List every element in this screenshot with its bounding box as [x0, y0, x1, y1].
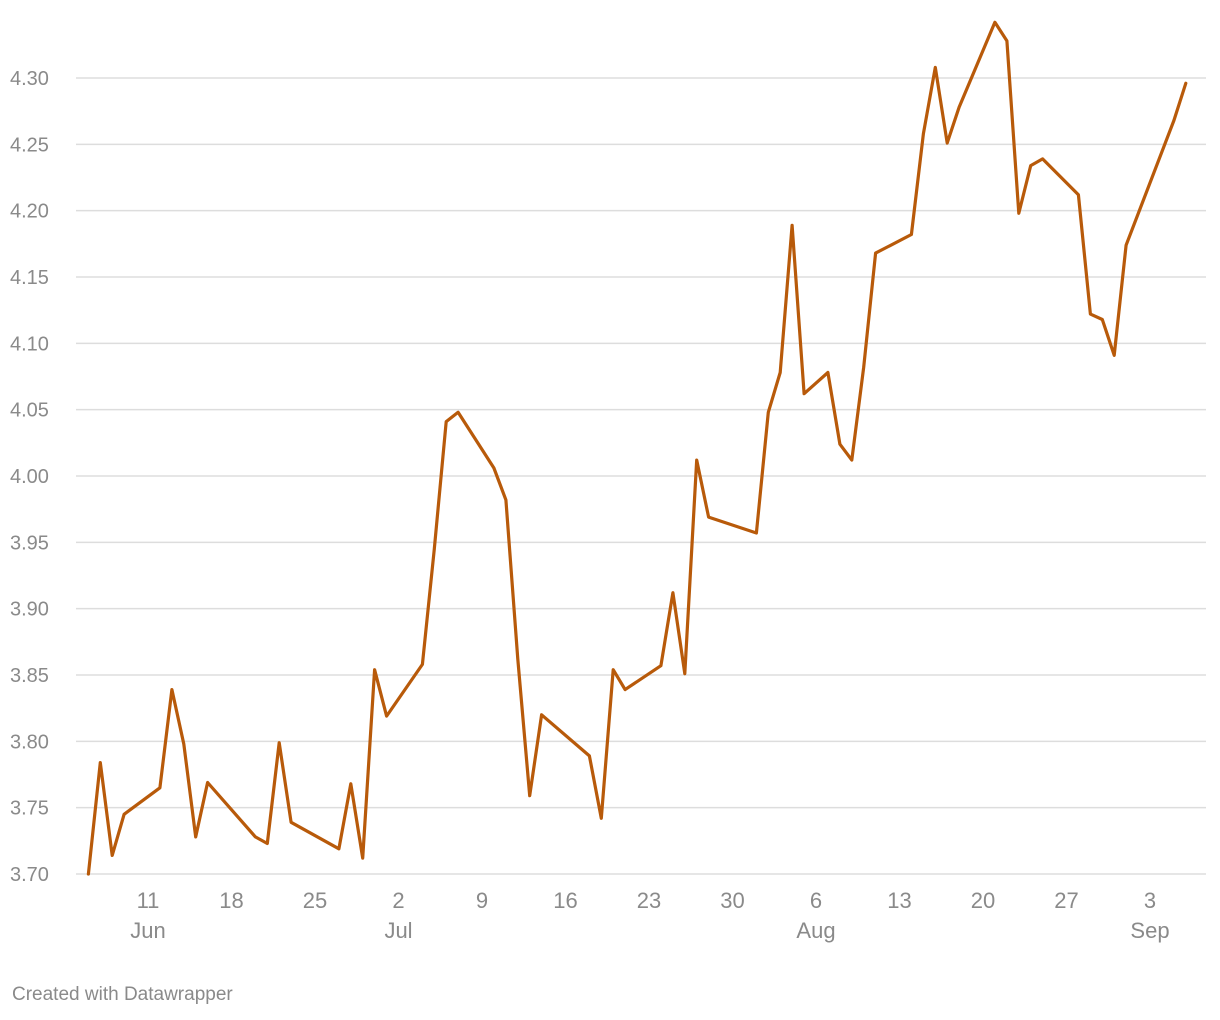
y-tick-label: 4.30	[10, 68, 49, 90]
x-tick-label: 18	[219, 888, 243, 913]
x-tick-month-label: Sep	[1130, 918, 1169, 943]
x-tick-label: 9	[476, 888, 488, 913]
series-layer	[86, 20, 1188, 876]
y-tick-label: 4.15	[10, 267, 49, 289]
x-tick-month-label: Jul	[384, 918, 412, 943]
y-tick-label: 4.25	[10, 134, 49, 156]
x-tick-label: 3	[1144, 888, 1156, 913]
x-tick-label: 16	[553, 888, 577, 913]
y-tick-label: 3.70	[10, 864, 49, 886]
x-tick-label: 25	[303, 888, 327, 913]
x-axis-tick-labels: 11 Jun 18 25 2 Jul 9 16 23 30 6 Aug 13 20 27 3 Sep	[130, 888, 1169, 943]
y-tick-label: 4.05	[10, 400, 49, 422]
y-tick-label: 4.20	[10, 201, 49, 223]
x-tick-month-label: Jun	[130, 918, 165, 943]
x-tick-label: 23	[637, 888, 661, 913]
y-tick-label: 3.90	[10, 599, 49, 621]
y-tick-label: 4.10	[10, 333, 49, 355]
x-tick-label: 30	[720, 888, 744, 913]
series-line	[86, 20, 1188, 876]
x-tick-label: 6	[810, 888, 822, 913]
x-tick-label: 13	[887, 888, 911, 913]
x-tick-label: 20	[971, 888, 995, 913]
y-tick-label: 3.80	[10, 731, 49, 753]
x-tick-label: 27	[1054, 888, 1078, 913]
y-axis-tick-labels: 3.70 3.75 3.80 3.85 3.90 3.95 4.00 4.05 4.10 4.15…	[10, 68, 49, 886]
x-tick-label: 2	[392, 888, 404, 913]
y-tick-label: 3.75	[10, 798, 49, 820]
line-chart: 3.70 3.75 3.80 3.85 3.90 3.95 4.00 4.05 4.10 4.15…	[10, 20, 1206, 943]
x-tick-label: 11	[137, 888, 160, 913]
credit-text: Created with Datawrapper	[12, 984, 233, 1005]
y-tick-label: 3.85	[10, 665, 49, 687]
y-tick-label: 3.95	[10, 532, 49, 554]
y-tick-label: 4.00	[10, 466, 49, 488]
x-tick-month-label: Aug	[796, 918, 835, 943]
grid-lines	[76, 77, 1206, 875]
